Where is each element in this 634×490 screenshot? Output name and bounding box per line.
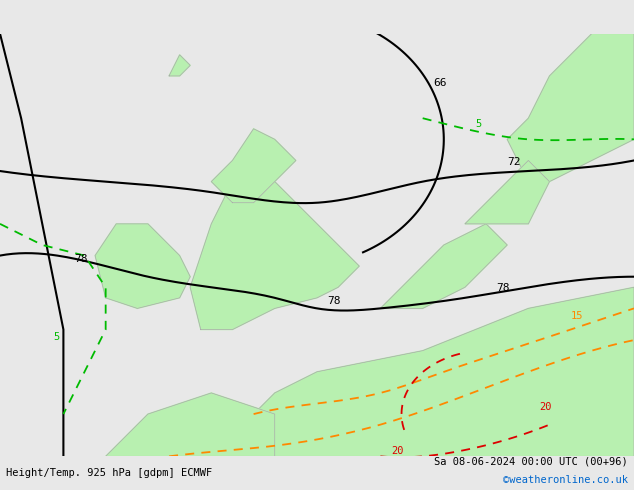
Text: 20: 20: [391, 446, 403, 456]
Polygon shape: [465, 160, 550, 224]
Text: 20: 20: [539, 402, 552, 412]
Text: 78: 78: [74, 254, 87, 264]
Text: ©weatheronline.co.uk: ©weatheronline.co.uk: [503, 475, 628, 485]
Text: 5: 5: [476, 119, 482, 129]
Polygon shape: [380, 224, 507, 308]
Polygon shape: [254, 287, 634, 456]
Text: 5: 5: [53, 332, 59, 342]
Text: 66: 66: [433, 78, 447, 89]
Polygon shape: [106, 393, 275, 456]
Text: Sa 08-06-2024 00:00 UTC (00+96): Sa 08-06-2024 00:00 UTC (00+96): [434, 457, 628, 466]
Text: 78: 78: [496, 284, 510, 294]
Polygon shape: [507, 34, 634, 182]
Polygon shape: [190, 171, 359, 330]
Polygon shape: [169, 55, 190, 76]
Polygon shape: [211, 129, 296, 203]
Text: 78: 78: [328, 296, 341, 306]
Text: 15: 15: [571, 311, 583, 321]
Text: 72: 72: [507, 157, 521, 167]
Polygon shape: [95, 224, 190, 308]
Text: Height/Temp. 925 hPa [gdpm] ECMWF: Height/Temp. 925 hPa [gdpm] ECMWF: [6, 468, 212, 478]
